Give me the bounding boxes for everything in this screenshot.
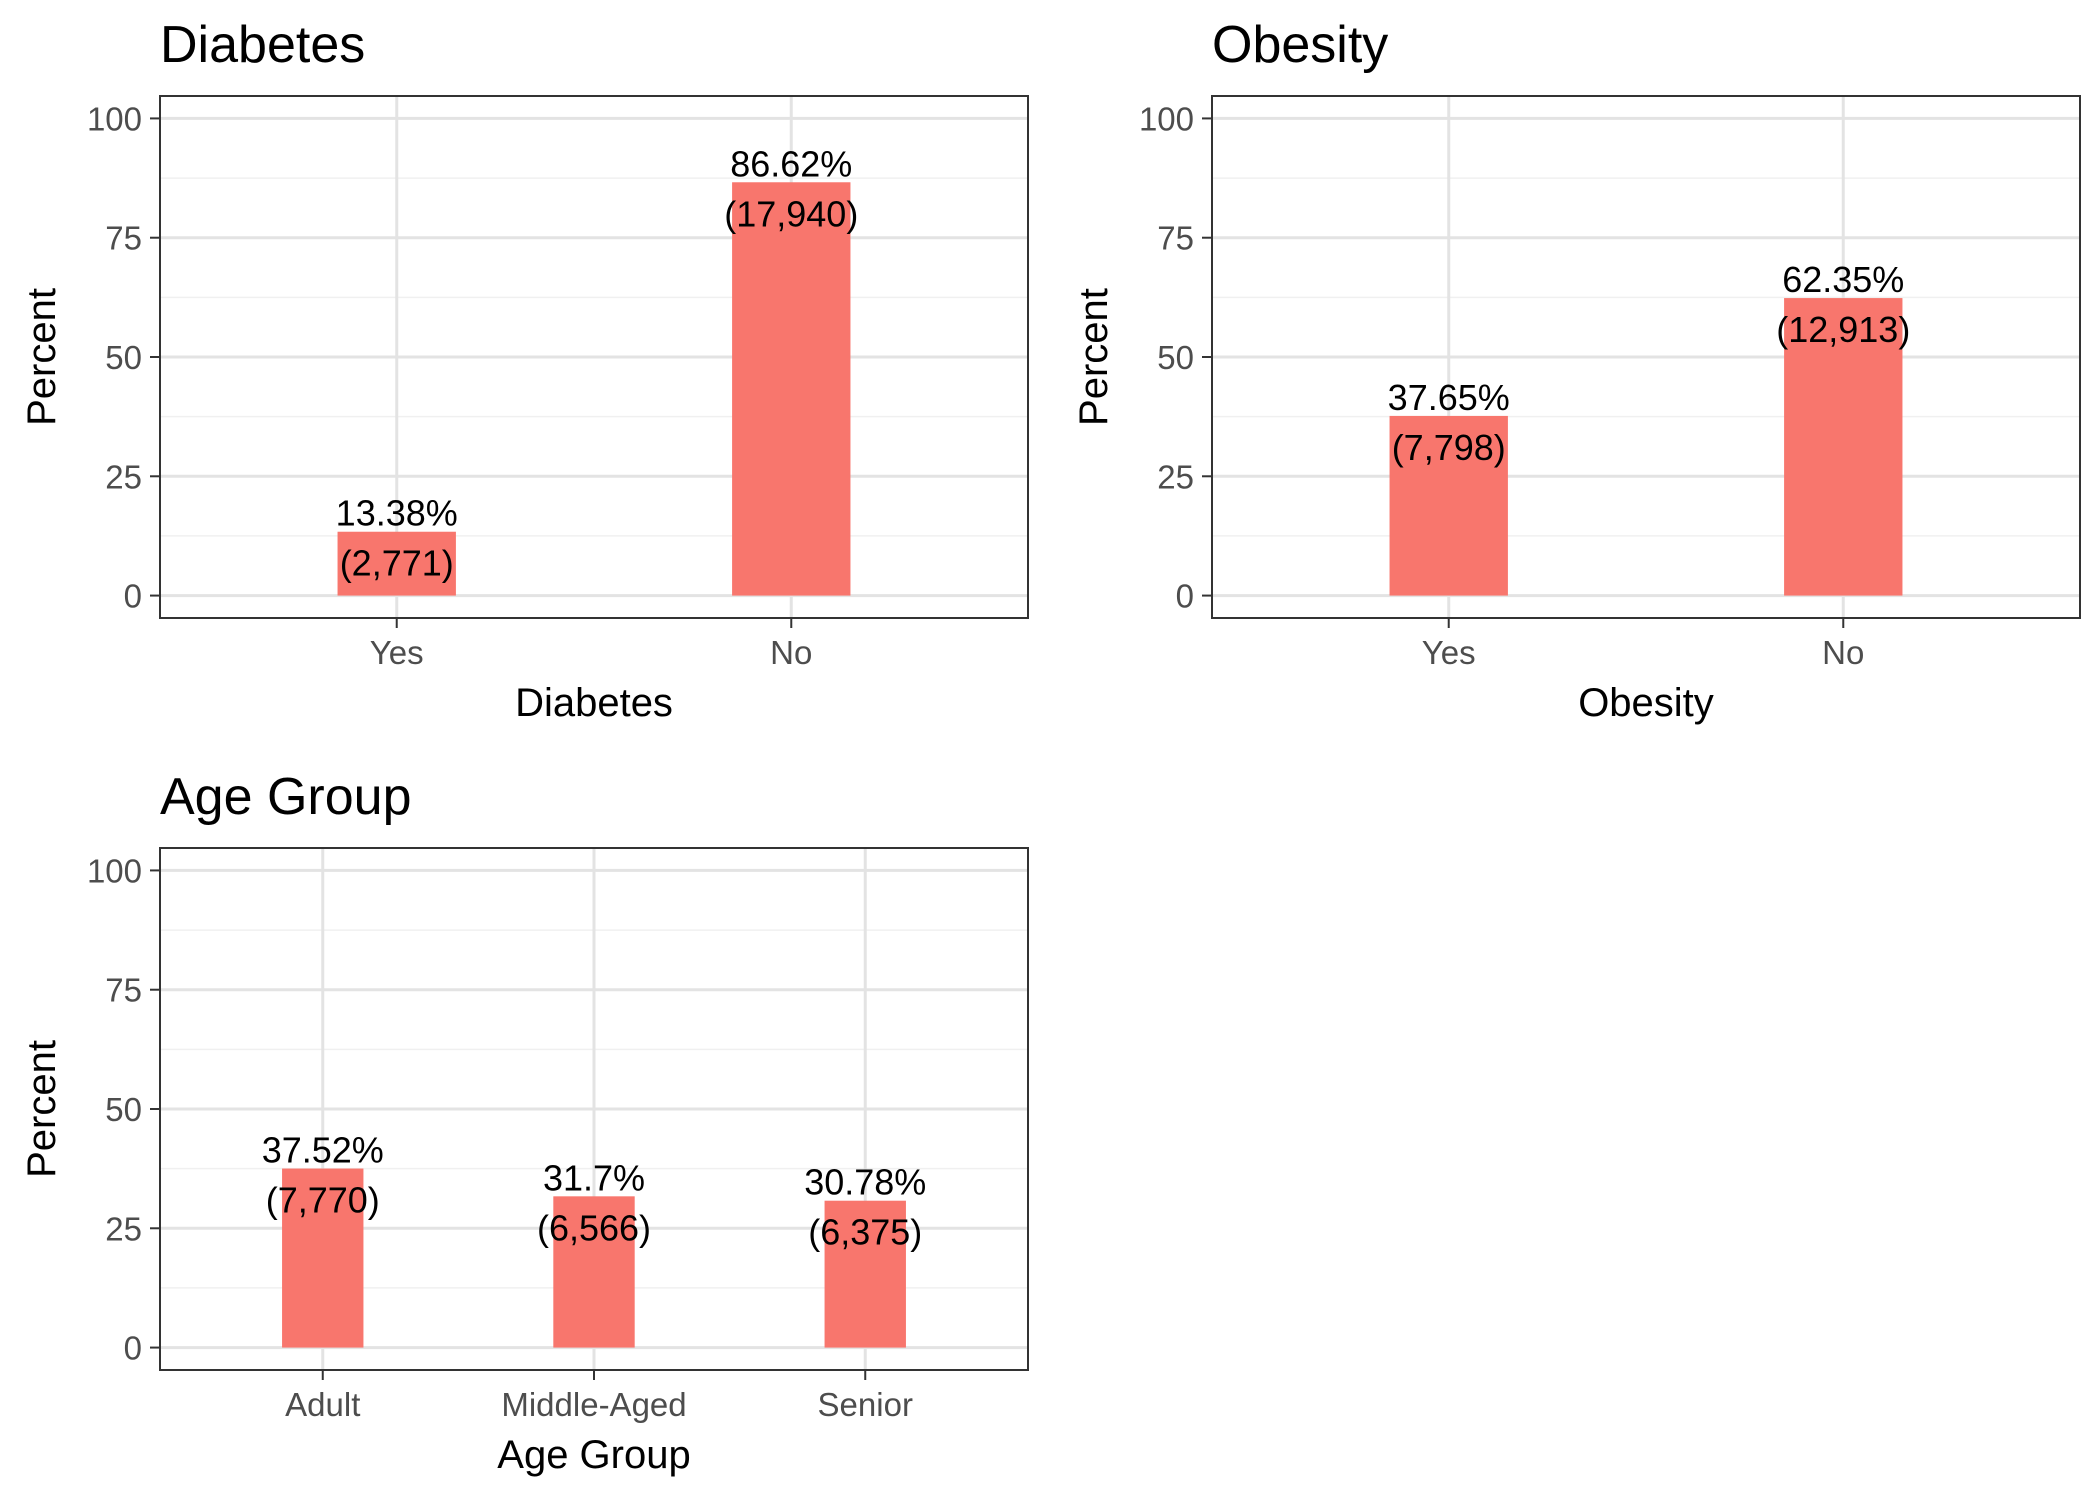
y-tick-label: 25 — [105, 458, 142, 495]
y-tick-label: 100 — [87, 100, 142, 137]
x-tick-label: No — [1822, 634, 1864, 671]
bar — [1389, 415, 1508, 596]
y-tick-label: 75 — [105, 972, 142, 1009]
x-tick-label: Middle-Aged — [501, 1386, 686, 1423]
chart-panel: Age Group 37.52% (7,770) 31.7% (6,566) 30.78%… — [20, 768, 1029, 1477]
bar-label-count: (12,913) — [1776, 309, 1910, 350]
y-axis-title: Percent — [20, 1040, 64, 1178]
x-tick-label: No — [770, 634, 812, 671]
y-tick-label: 0 — [1176, 578, 1194, 615]
x-axis-title: Obesity — [1578, 681, 1714, 725]
bar-label-count: (17,940) — [724, 193, 858, 234]
chart-panel: Diabetes 13.38% (2,771) 86.62% (17,940) 0 25 50… — [20, 16, 1029, 725]
bar-label-percent: 13.38% — [336, 493, 458, 534]
bar — [553, 1196, 635, 1348]
bar-label-percent: 30.78% — [804, 1162, 926, 1203]
bar-label-count: (6,566) — [537, 1207, 651, 1248]
bar — [1784, 298, 1903, 596]
x-tick-label: Senior — [818, 1386, 913, 1423]
y-tick-label: 75 — [1157, 220, 1194, 257]
bar-label-percent: 37.52% — [262, 1130, 384, 1171]
x-axis-title: Diabetes — [515, 681, 673, 725]
y-tick-label: 50 — [1157, 339, 1194, 376]
bar-label-count: (6,375) — [808, 1212, 922, 1253]
y-tick-label: 75 — [105, 220, 142, 257]
bar — [282, 1168, 364, 1348]
y-tick-label: 100 — [87, 852, 142, 889]
bar — [337, 531, 456, 596]
bar-label-percent: 86.62% — [730, 143, 852, 184]
bar-label-percent: 31.7% — [543, 1157, 645, 1198]
x-tick-label: Yes — [1422, 634, 1476, 671]
y-tick-label: 0 — [124, 578, 142, 615]
y-tick-label: 25 — [105, 1210, 142, 1247]
chart-title: Age Group — [160, 768, 412, 826]
bar — [732, 182, 851, 596]
bar — [824, 1200, 906, 1348]
y-tick-label: 0 — [124, 1330, 142, 1367]
y-tick-label: 25 — [1157, 458, 1194, 495]
bar-label-percent: 62.35% — [1782, 259, 1904, 300]
y-tick-label: 100 — [1139, 100, 1194, 137]
chart-title: Obesity — [1212, 16, 1388, 74]
bar-label-count: (7,770) — [266, 1180, 380, 1221]
y-axis-title: Percent — [20, 288, 64, 426]
bar-label-percent: 37.65% — [1388, 377, 1510, 418]
bar-label-count: (2,771) — [340, 543, 454, 584]
x-axis-title: Age Group — [497, 1433, 690, 1477]
bar-label-count: (7,798) — [1392, 427, 1506, 468]
chart-title: Diabetes — [160, 16, 365, 74]
chart-panel: Obesity 37.65% (7,798) 62.35% (12,913) 0 25 50 7… — [1072, 16, 2081, 725]
x-tick-label: Yes — [370, 634, 424, 671]
x-tick-label: Adult — [285, 1386, 360, 1423]
y-axis-title: Percent — [1072, 288, 1116, 426]
y-tick-label: 50 — [105, 339, 142, 376]
y-tick-label: 50 — [105, 1091, 142, 1128]
